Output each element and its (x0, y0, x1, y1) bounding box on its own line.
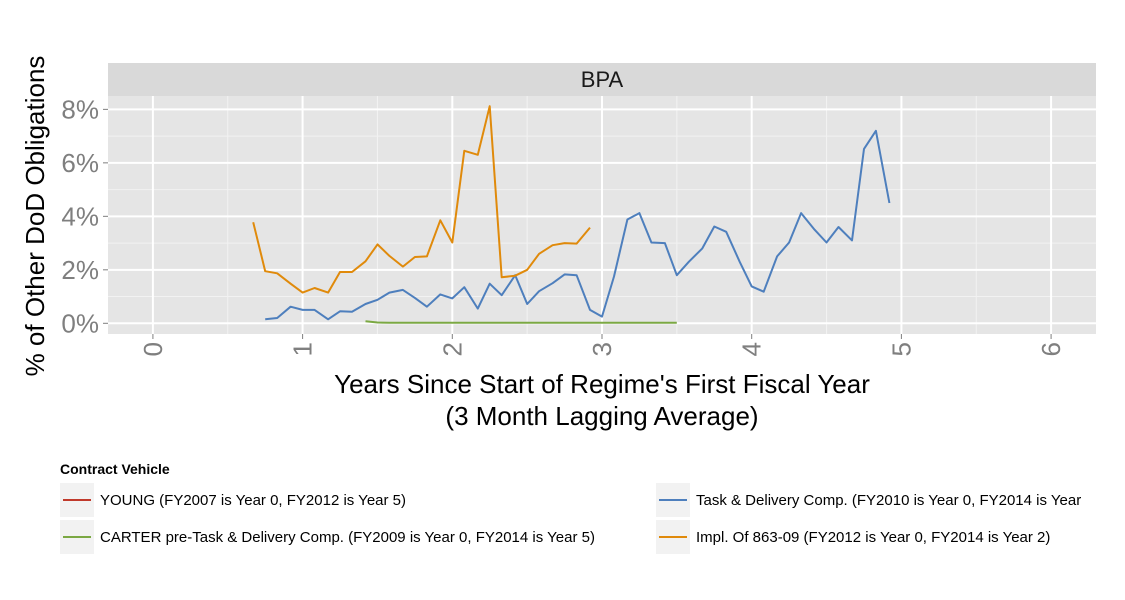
y-axis-title: % of Other DoD Obligations (20, 56, 50, 377)
x-tick-label: 1 (288, 342, 318, 356)
panel-strip-label: BPA (581, 67, 624, 92)
x-tick-label: 6 (1036, 342, 1066, 356)
legend-item: Task & Delivery Comp. (FY2010 is Year 0,… (656, 483, 1081, 517)
x-tick-label: 4 (737, 342, 767, 356)
x-tick-label: 0 (138, 342, 168, 356)
series-line-2 (265, 129, 891, 321)
x-axis-subtitle: (3 Month Lagging Average) (445, 401, 758, 431)
legend-title: Contract Vehicle (60, 461, 170, 477)
legend-label: Task & Delivery Comp. (FY2010 is Year 0,… (696, 492, 1081, 509)
legend-label: CARTER pre-Task & Delivery Comp. (FY2009… (100, 529, 595, 546)
y-axis: 0% 2% 4% 6% 8% (61, 94, 108, 338)
y-tick-label: 4% (61, 201, 99, 231)
y-tick-label: 0% (61, 308, 99, 338)
series-line-1 (365, 320, 677, 324)
grid-major (108, 96, 1096, 334)
legend: YOUNG (FY2007 is Year 0, FY2012 is Year … (60, 483, 1081, 554)
y-tick-label: 6% (61, 148, 99, 178)
legend-item: YOUNG (FY2007 is Year 0, FY2012 is Year … (60, 483, 406, 517)
y-tick-label: 8% (61, 94, 99, 124)
x-axis: 0 1 2 3 4 5 6 (138, 334, 1066, 356)
legend-item: CARTER pre-Task & Delivery Comp. (FY2009… (60, 520, 595, 554)
x-axis-title: Years Since Start of Regime's First Fisc… (334, 369, 870, 399)
panel-strip (108, 63, 1096, 96)
x-tick-label: 2 (437, 342, 467, 356)
legend-label: Impl. Of 863-09 (FY2012 is Year 0, FY201… (696, 529, 1050, 546)
legend-label: YOUNG (FY2007 is Year 0, FY2012 is Year … (100, 492, 406, 509)
series-layer (252, 105, 891, 324)
legend-item: Impl. Of 863-09 (FY2012 is Year 0, FY201… (656, 520, 1050, 554)
x-tick-label: 3 (587, 342, 617, 356)
x-tick-label: 5 (886, 342, 916, 356)
y-tick-label: 2% (61, 255, 99, 285)
series-line-3 (252, 105, 591, 294)
